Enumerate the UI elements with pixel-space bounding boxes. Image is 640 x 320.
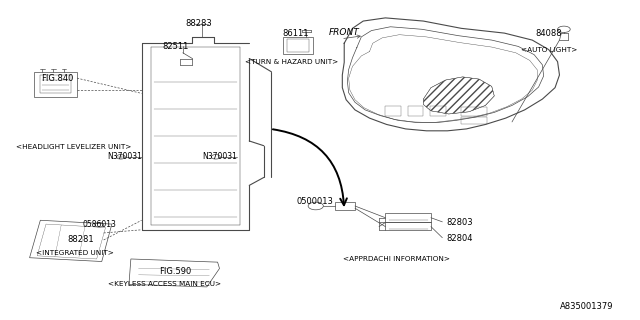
- Text: 88281: 88281: [67, 236, 93, 244]
- FancyArrowPatch shape: [273, 129, 347, 205]
- Bar: [408, 106, 423, 116]
- Text: FIG.590: FIG.590: [159, 267, 191, 276]
- Text: 86111: 86111: [282, 29, 308, 38]
- Bar: [461, 117, 486, 124]
- Text: <APPRDACHI INFORMATION>: <APPRDACHI INFORMATION>: [343, 256, 451, 262]
- Text: <HEADLIGHT LEVELIZER UNIT>: <HEADLIGHT LEVELIZER UNIT>: [16, 144, 132, 150]
- Text: 82804: 82804: [447, 234, 474, 243]
- Bar: [283, 37, 313, 54]
- Bar: [40, 75, 70, 93]
- Bar: [461, 107, 486, 116]
- Bar: [34, 72, 77, 97]
- Text: <KEYLESS ACCESS MAIN ECU>: <KEYLESS ACCESS MAIN ECU>: [109, 281, 221, 287]
- Bar: [385, 106, 401, 116]
- Text: <INTEGRATED UNIT>: <INTEGRATED UNIT>: [36, 250, 114, 256]
- Text: A835001379: A835001379: [560, 302, 614, 311]
- Text: 88283: 88283: [185, 19, 212, 28]
- Bar: [287, 39, 309, 52]
- Text: <TURN & HAZARD UNIT>: <TURN & HAZARD UNIT>: [245, 59, 339, 65]
- Bar: [429, 106, 445, 116]
- Text: 0586013: 0586013: [83, 220, 116, 228]
- Text: FIG.840: FIG.840: [41, 74, 74, 83]
- Text: FRONT: FRONT: [329, 28, 360, 37]
- Text: 84088: 84088: [536, 29, 562, 38]
- Text: <AUTO LIGHT>: <AUTO LIGHT>: [520, 47, 577, 52]
- Bar: [385, 213, 431, 222]
- Bar: [335, 202, 355, 210]
- Text: N370031: N370031: [202, 152, 237, 161]
- Text: 0500013: 0500013: [296, 197, 333, 206]
- Bar: [385, 222, 431, 230]
- Text: N370031: N370031: [107, 152, 142, 161]
- Text: 82803: 82803: [447, 218, 474, 227]
- Text: 82511: 82511: [162, 42, 188, 51]
